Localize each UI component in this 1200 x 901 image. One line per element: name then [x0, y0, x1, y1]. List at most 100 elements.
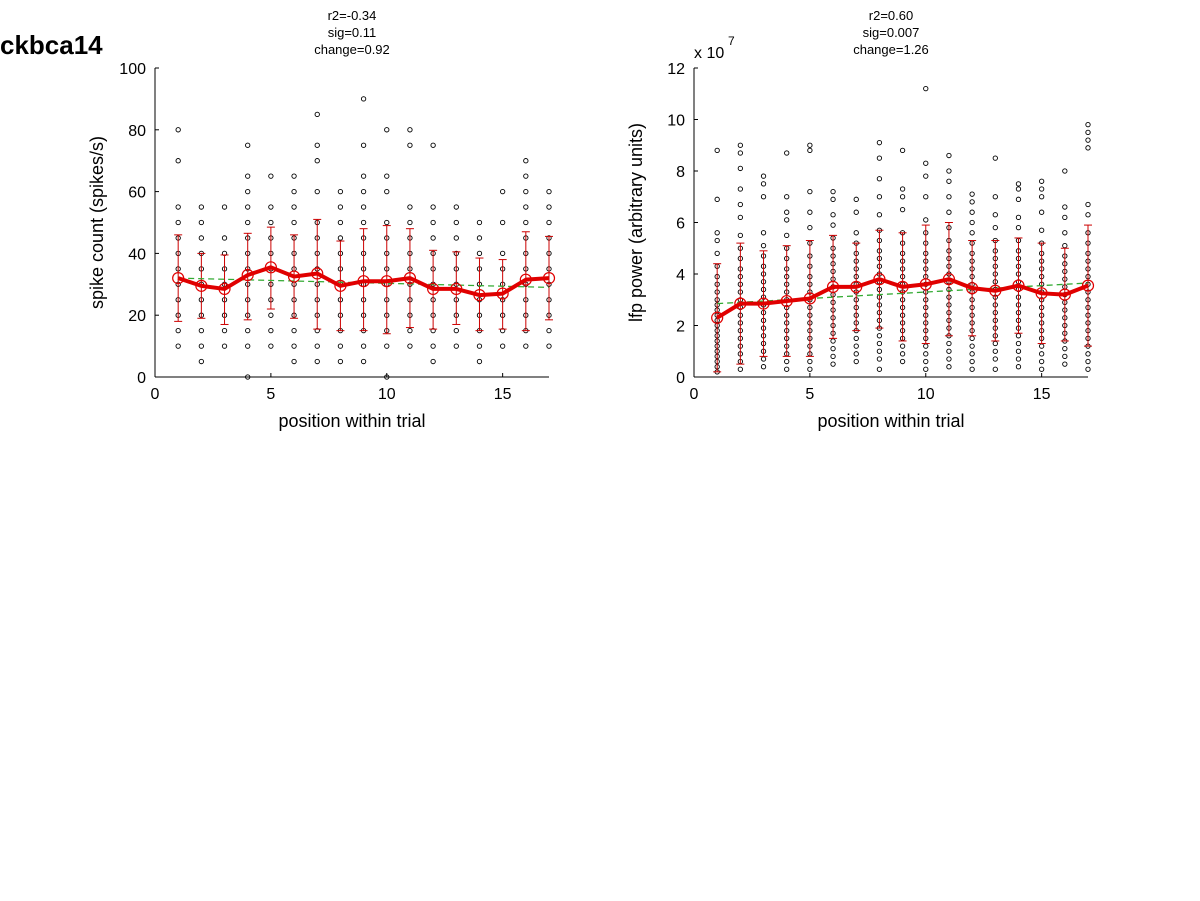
data-point	[360, 142, 367, 148]
data-point	[384, 188, 390, 195]
data-point	[946, 194, 952, 200]
y-tick-label: 4	[676, 267, 685, 284]
data-point	[1085, 351, 1091, 357]
data-point	[807, 188, 813, 195]
mean-marker	[734, 297, 747, 310]
data-point	[992, 155, 998, 161]
data-point	[876, 340, 883, 347]
data-point	[314, 158, 320, 164]
data-point	[523, 343, 529, 349]
data-point	[245, 327, 251, 334]
data-point	[830, 338, 836, 344]
mean-marker	[896, 280, 909, 293]
data-point	[830, 188, 836, 195]
data-point	[992, 224, 998, 231]
data-point	[407, 127, 413, 133]
mean-marker	[1035, 287, 1048, 300]
x-tick-label: 5	[266, 386, 275, 403]
data-point	[876, 155, 883, 161]
data-point	[337, 235, 344, 241]
data-point	[807, 147, 813, 154]
data-point	[714, 196, 720, 202]
data-point	[876, 356, 883, 362]
data-point	[876, 212, 883, 218]
data-point	[830, 196, 836, 202]
data-point	[923, 366, 929, 372]
data-point	[1062, 346, 1068, 352]
data-point	[198, 204, 205, 210]
data-point	[807, 209, 813, 215]
data-point	[969, 358, 975, 365]
data-point	[337, 219, 344, 226]
data-point	[499, 250, 506, 257]
data-point	[969, 343, 975, 349]
y-tick-label: 8	[676, 164, 685, 181]
data-point	[384, 343, 390, 349]
data-point	[337, 343, 344, 349]
data-point	[291, 343, 297, 349]
data-point	[337, 188, 344, 195]
mean-marker	[1012, 279, 1025, 292]
data-point	[1062, 204, 1068, 210]
data-point	[876, 333, 883, 339]
data-point	[175, 127, 181, 133]
data-point	[1062, 243, 1068, 249]
data-point	[714, 147, 720, 154]
data-point	[1085, 122, 1091, 128]
data-point	[760, 181, 767, 187]
data-point	[430, 235, 436, 241]
data-point	[853, 335, 859, 342]
y-axis-label: lfp power (arbitrary units)	[626, 123, 646, 322]
mean-marker	[357, 275, 370, 288]
data-point	[784, 150, 790, 156]
data-point	[384, 219, 390, 226]
data-point	[198, 219, 205, 226]
data-point	[737, 150, 744, 156]
mean-marker	[427, 282, 440, 296]
data-point	[1015, 186, 1022, 192]
data-point	[760, 243, 767, 249]
data-point	[1038, 351, 1045, 357]
data-point	[337, 358, 344, 365]
data-point	[1062, 168, 1068, 174]
data-point	[430, 142, 436, 148]
data-point	[1062, 361, 1068, 367]
data-point	[969, 351, 975, 357]
data-point	[760, 173, 767, 179]
data-point	[1062, 353, 1068, 360]
data-point	[499, 343, 506, 349]
mean-marker	[826, 280, 840, 293]
data-point	[923, 194, 929, 200]
data-point	[407, 204, 413, 210]
mean-marker	[757, 297, 770, 310]
data-point	[453, 235, 459, 241]
data-point	[737, 142, 744, 148]
data-point	[992, 340, 998, 347]
data-point	[291, 327, 297, 334]
data-point	[946, 356, 952, 362]
data-point	[760, 364, 767, 370]
data-point	[1062, 230, 1068, 236]
data-point	[876, 366, 883, 372]
data-point	[784, 232, 790, 239]
mean-marker	[195, 279, 208, 292]
data-point	[969, 219, 975, 226]
figure-title: ckbca14	[0, 30, 103, 60]
data-point	[737, 366, 744, 372]
data-point	[876, 194, 883, 200]
data-point	[245, 343, 251, 349]
data-point	[175, 204, 181, 210]
data-point	[523, 219, 529, 226]
data-point	[830, 353, 836, 360]
data-point	[523, 158, 529, 164]
mean-marker	[803, 292, 816, 305]
data-point	[268, 173, 274, 179]
data-point	[453, 327, 459, 334]
mean-marker	[780, 294, 793, 308]
data-point	[360, 343, 367, 349]
data-point	[946, 364, 952, 370]
data-point	[807, 358, 813, 365]
data-point	[476, 250, 483, 257]
x-tick-label: 0	[151, 386, 160, 403]
data-point	[476, 219, 483, 226]
